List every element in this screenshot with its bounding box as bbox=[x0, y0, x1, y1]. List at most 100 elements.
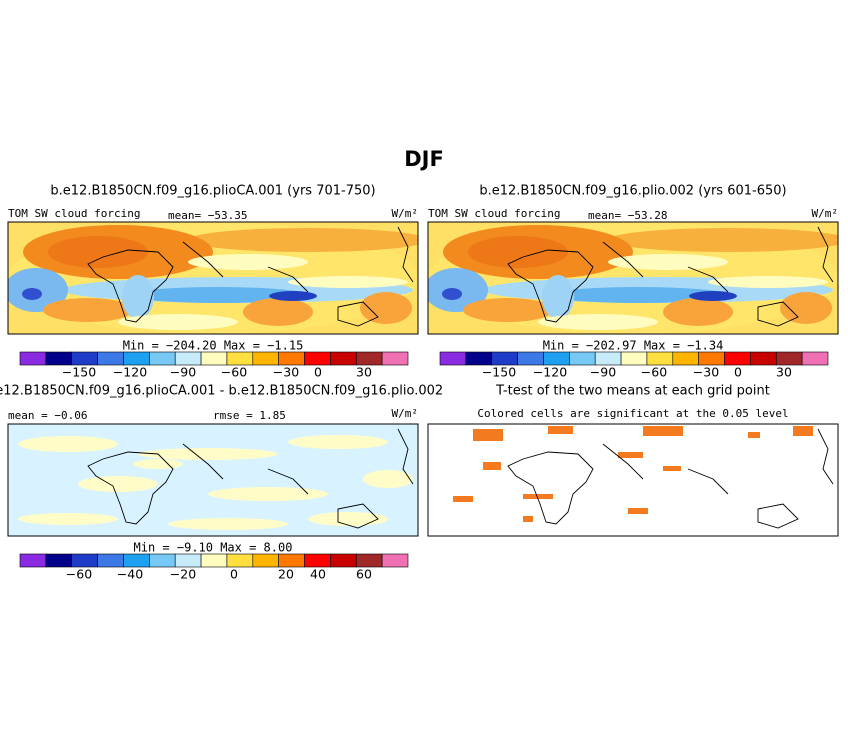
significant-cells bbox=[643, 426, 683, 436]
field-patch bbox=[18, 436, 118, 452]
field-patch bbox=[288, 276, 408, 288]
colorbar-label: 0 bbox=[734, 365, 742, 380]
field-label: TOM SW cloud forcing bbox=[428, 207, 560, 220]
panel-title: T-test of the two means at each grid poi… bbox=[495, 384, 770, 399]
colorbar-label: 0 bbox=[230, 567, 238, 582]
map bbox=[427, 221, 839, 335]
field-patch bbox=[463, 298, 553, 322]
colorbar-label: −60 bbox=[641, 365, 667, 380]
field-patch bbox=[269, 291, 317, 301]
coastline bbox=[507, 428, 834, 529]
field-patch bbox=[188, 228, 418, 252]
colorbar-box bbox=[71, 351, 98, 366]
field-patch bbox=[18, 513, 118, 525]
field-patch bbox=[468, 236, 568, 268]
mean-stat: mean= −53.35 bbox=[168, 209, 247, 222]
colorbar-label: 60 bbox=[356, 567, 372, 582]
significant-cells bbox=[473, 429, 503, 441]
field-patch bbox=[128, 287, 308, 303]
significant-cells bbox=[793, 426, 813, 436]
map-bg bbox=[428, 424, 838, 536]
colorbar-box bbox=[304, 553, 331, 568]
coastline bbox=[87, 226, 414, 327]
map bbox=[427, 423, 839, 537]
colorbar-box bbox=[801, 351, 829, 366]
colorbar-box bbox=[278, 553, 305, 568]
colorbar-box bbox=[123, 553, 150, 568]
map-frame bbox=[7, 423, 419, 537]
units: W/m² bbox=[392, 207, 419, 220]
field-patch bbox=[542, 275, 574, 319]
colorbar-box bbox=[439, 351, 467, 366]
significant-cells bbox=[618, 452, 643, 458]
colorbar-box bbox=[278, 351, 305, 366]
map-field bbox=[428, 424, 838, 536]
colorbar-box bbox=[543, 351, 570, 366]
panel-title: b.e12.B1850CN.f09_g16.plioCA.001 (yrs 70… bbox=[50, 184, 375, 199]
mean-stat: mean= −53.28 bbox=[588, 209, 667, 222]
field-patch bbox=[608, 254, 728, 270]
units: W/m² bbox=[392, 407, 419, 420]
significant-cells bbox=[453, 496, 473, 502]
colorbar-box bbox=[123, 351, 150, 366]
panel-subtitle: Colored cells are significant at the 0.0… bbox=[477, 407, 788, 420]
colorbar-label: −120 bbox=[113, 365, 147, 380]
map-field bbox=[8, 222, 418, 334]
colorbar-box bbox=[200, 351, 228, 366]
min-max: Min = −202.97 Max = −1.34 bbox=[543, 339, 724, 353]
colorbar-box bbox=[330, 553, 357, 568]
rmse-stat: rmse = 1.85 bbox=[213, 409, 286, 422]
colorbar-label: −90 bbox=[590, 365, 616, 380]
field-patch bbox=[689, 291, 737, 301]
field-patch bbox=[308, 512, 388, 526]
field-patch bbox=[780, 292, 832, 324]
colorbar-box bbox=[381, 351, 409, 366]
field-patch bbox=[663, 298, 733, 326]
colorbar-box bbox=[71, 553, 98, 568]
field-patch bbox=[48, 236, 148, 268]
colorbar-label: 40 bbox=[310, 567, 326, 582]
field-patch bbox=[608, 228, 838, 252]
colorbar-box bbox=[569, 351, 596, 366]
field-patch bbox=[538, 314, 658, 330]
field-patch bbox=[43, 298, 133, 322]
colorbar-box bbox=[174, 351, 202, 366]
colorbar-box bbox=[491, 351, 518, 366]
colorbar-box bbox=[252, 351, 279, 366]
colorbar-label: −60 bbox=[221, 365, 247, 380]
colorbar-label: −120 bbox=[533, 365, 567, 380]
colorbar-box bbox=[200, 553, 228, 568]
colorbar-label: −20 bbox=[170, 567, 196, 582]
field-patch bbox=[122, 275, 154, 319]
colorbar-box bbox=[355, 351, 383, 366]
colorbar-label: −30 bbox=[693, 365, 719, 380]
colorbar-box bbox=[252, 553, 279, 568]
colorbar-label: −60 bbox=[66, 567, 92, 582]
significant-cells bbox=[483, 462, 501, 470]
map-field bbox=[8, 424, 418, 536]
panel-title: b.e12.B1850CN.f09_g16.plio.002 (yrs 601-… bbox=[479, 184, 786, 199]
field-patch bbox=[208, 487, 328, 501]
colorbar-box bbox=[149, 351, 176, 366]
field-patch bbox=[548, 287, 728, 303]
map bbox=[7, 221, 419, 335]
colorbar-box bbox=[45, 351, 73, 366]
field-patch bbox=[442, 288, 462, 300]
colorbar-box bbox=[19, 553, 47, 568]
colorbar-label: 20 bbox=[278, 567, 294, 582]
field-patch bbox=[360, 292, 412, 324]
colorbar-label: −40 bbox=[117, 567, 143, 582]
colorbar-box bbox=[775, 351, 803, 366]
colorbar-label: 0 bbox=[314, 365, 322, 380]
colorbar-box bbox=[517, 351, 544, 366]
colorbar-box bbox=[97, 351, 124, 366]
colorbar-box bbox=[19, 351, 47, 366]
field-patch bbox=[243, 298, 313, 326]
field-patch bbox=[363, 470, 413, 488]
min-max: Min = −204.20 Max = −1.15 bbox=[123, 339, 304, 353]
colorbar-box bbox=[724, 351, 751, 366]
field-patch bbox=[168, 518, 288, 530]
colorbar-box bbox=[381, 553, 409, 568]
map bbox=[7, 423, 419, 537]
